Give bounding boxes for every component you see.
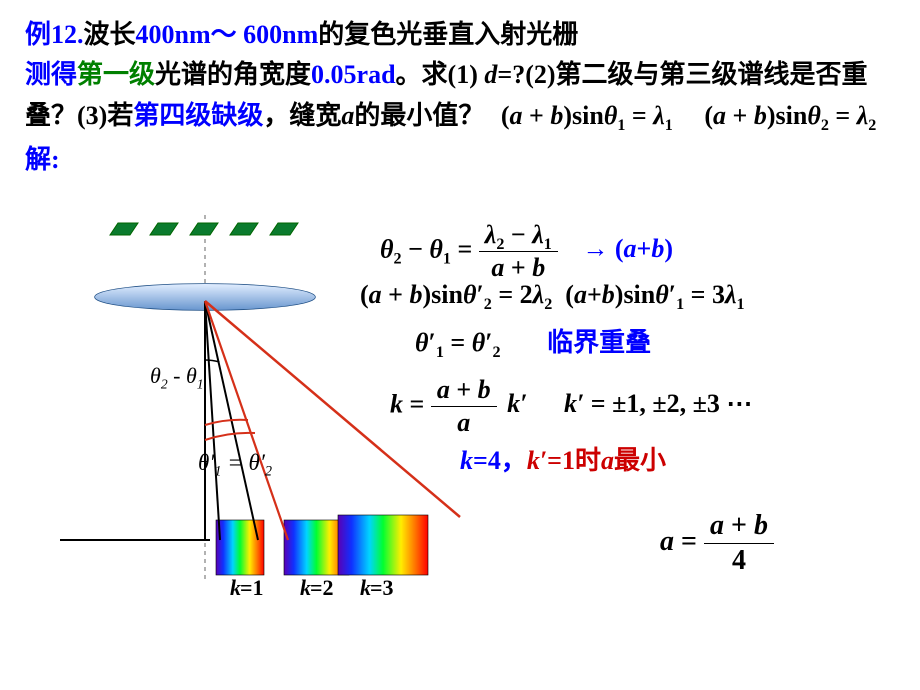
d-var: d (484, 60, 497, 89)
wavelength-range: 400nm～ 600nm (136, 20, 319, 49)
svg-text:=1: =1 (240, 575, 264, 600)
diffraction-diagram: k =1 k =2 k =3 θ2 - θ1 θ′1 = θ′2 (60, 215, 370, 602)
t1b: 的复色光垂直入射光栅 (318, 20, 578, 49)
angle-width: 0.05rad (311, 60, 396, 89)
a-var: a (341, 101, 354, 130)
svg-text:=2: =2 (310, 575, 334, 600)
t2a: 测得 (25, 60, 77, 89)
t2e: ，缝宽 (263, 101, 341, 130)
svg-text:=3: =3 (370, 575, 394, 600)
eq-theta-diff: θ2 − θ1 = λ2 − λ1 a + b → (a+b) (380, 220, 673, 283)
problem-line-2: 测得第一级光谱的角宽度0.05rad。求(1) d=?(2)第二级与第三级谱线是… (25, 55, 895, 136)
eq-grating-2: (a + b)sinθ2 = λ2 (704, 101, 876, 130)
theta-eq-diagram: θ′1 = θ′2 (198, 450, 272, 476)
eq-k4-k1: k=4，k′=1时a最小 (460, 440, 666, 477)
eq-second-third: (a + b)sinθ′2 = 2λ2 (a+b)sinθ′1 = 3λ1 (360, 280, 745, 310)
first-order: 第一级 (77, 60, 155, 89)
eq-k-missing: k = a + b a k′ k′ = ±1, ±2, ±3 ⋯ (390, 375, 752, 438)
t2b: 光谱的角宽度 (155, 60, 311, 89)
t2f: 的最小值？ (354, 101, 484, 130)
theta-diff-label: θ2 - θ1 (150, 363, 204, 389)
diagram-svg: k =1 k =2 k =3 (60, 215, 370, 595)
eq-theta-equal: θ′1 = θ′2 临界重叠 (415, 322, 651, 359)
critical-overlap: 临界重叠 (547, 328, 651, 357)
fourth-missing: 第四级缺级 (133, 101, 263, 130)
t2c: 。求(1) (396, 60, 485, 89)
t1a: 波长 (84, 20, 136, 49)
solution-label: 解: (25, 140, 895, 180)
problem-line-1: 例12.波长400nm～ 600nm的复色光垂直入射光栅 (25, 15, 895, 55)
example-number: 例12. (25, 20, 84, 49)
eq-a-result: a = a + b 4 (660, 510, 774, 577)
eq-grating-1: (a + b)sinθ1 = λ1 (501, 101, 673, 130)
